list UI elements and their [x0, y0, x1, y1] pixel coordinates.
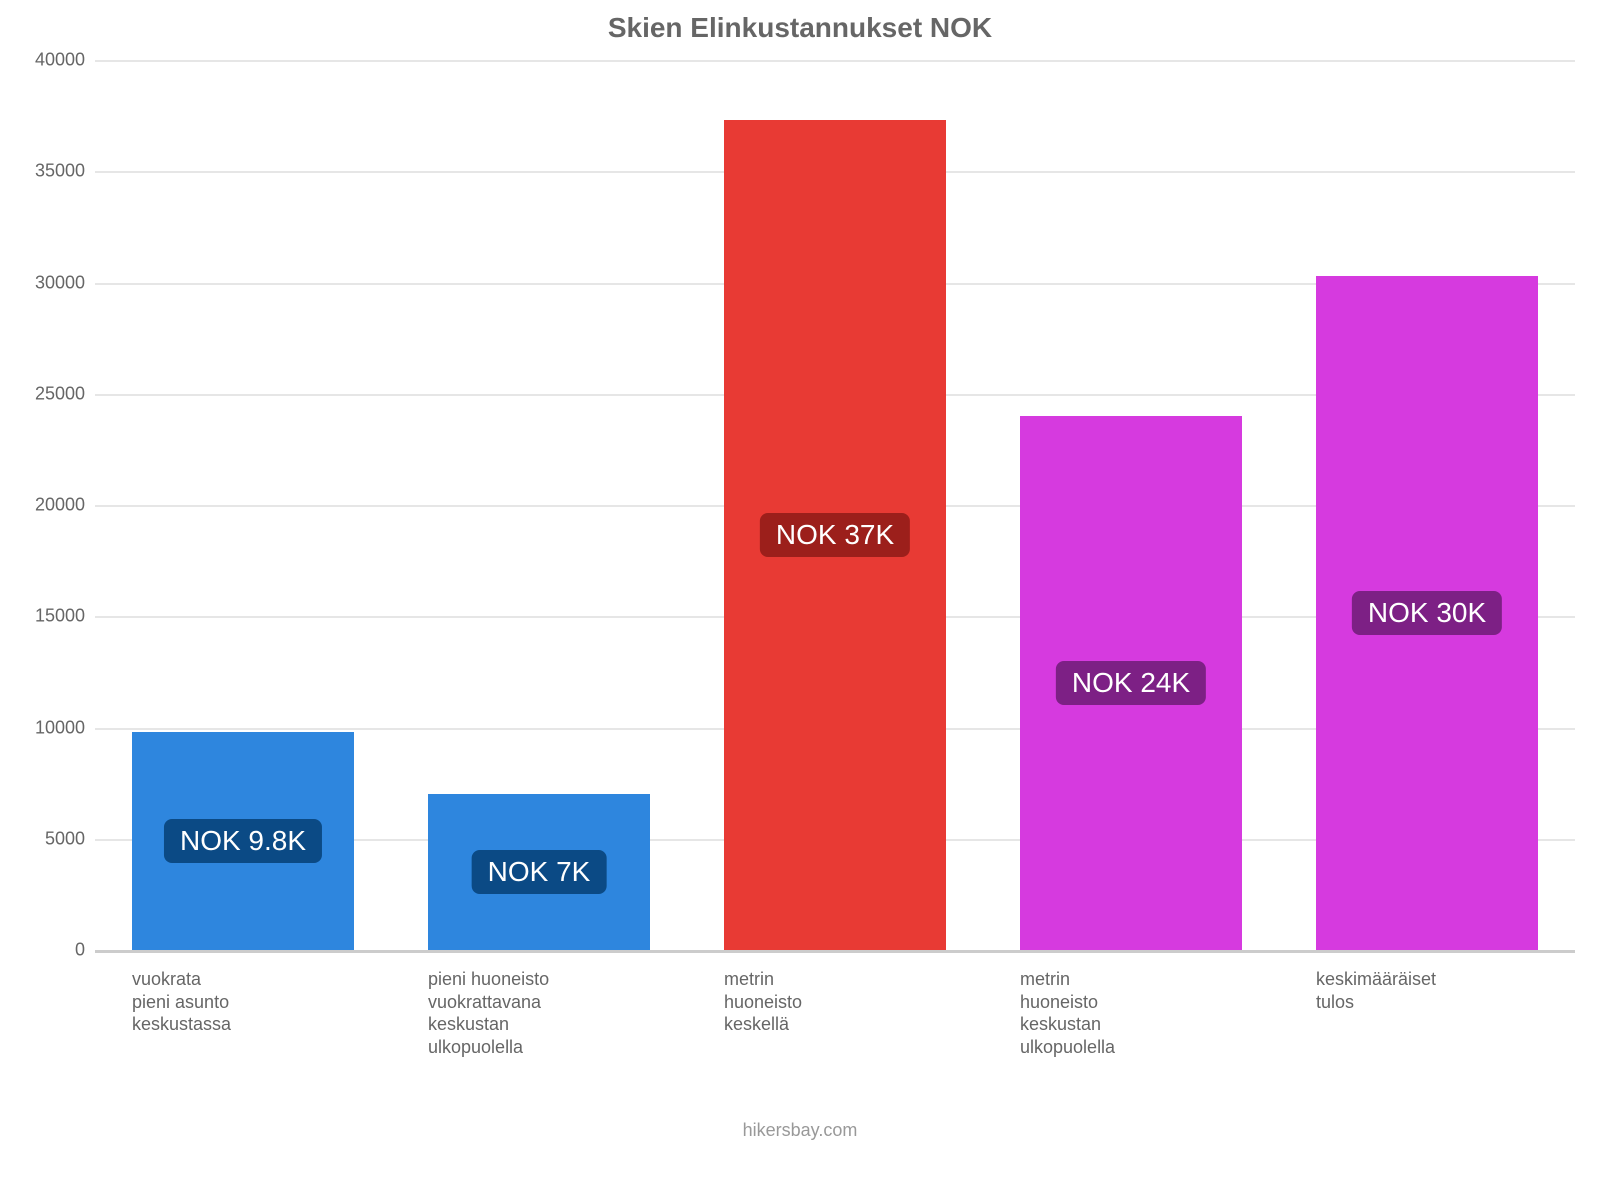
ytick-label: 20000: [35, 495, 95, 516]
baseline: [95, 950, 1575, 953]
value-badge: NOK 9.8K: [164, 819, 322, 863]
cost-of-living-chart: Skien Elinkustannukset NOK 0500010000150…: [0, 0, 1600, 1200]
x-axis-label: metrinhuoneistokeskustanulkopuolella: [1020, 968, 1242, 1058]
ytick-label: 40000: [35, 50, 95, 71]
x-axis-label: keskimääräisettulos: [1316, 968, 1538, 1013]
gridline: [95, 60, 1575, 62]
ytick-label: 25000: [35, 383, 95, 404]
value-badge: NOK 7K: [472, 850, 607, 894]
bar: NOK 37K: [724, 120, 946, 950]
ytick-label: 0: [75, 940, 95, 961]
value-badge: NOK 30K: [1352, 591, 1502, 635]
x-axis-label: vuokratapieni asuntokeskustassa: [132, 968, 354, 1036]
bar: NOK 7K: [428, 794, 650, 950]
x-axis-label: metrinhuoneistokeskellä: [724, 968, 946, 1036]
ytick-label: 35000: [35, 161, 95, 182]
value-badge: NOK 24K: [1056, 661, 1206, 705]
x-axis-label: pieni huoneistovuokrattavanakeskustanulk…: [428, 968, 650, 1058]
value-badge: NOK 37K: [760, 513, 910, 557]
chart-title: Skien Elinkustannukset NOK: [0, 12, 1600, 44]
bar: NOK 24K: [1020, 416, 1242, 950]
attribution: hikersbay.com: [0, 1120, 1600, 1141]
bar: NOK 9.8K: [132, 732, 354, 950]
plot-area: 0500010000150002000025000300003500040000…: [95, 60, 1575, 950]
ytick-label: 30000: [35, 272, 95, 293]
ytick-label: 5000: [45, 828, 95, 849]
bar: NOK 30K: [1316, 276, 1538, 950]
ytick-label: 10000: [35, 717, 95, 738]
ytick-label: 15000: [35, 606, 95, 627]
